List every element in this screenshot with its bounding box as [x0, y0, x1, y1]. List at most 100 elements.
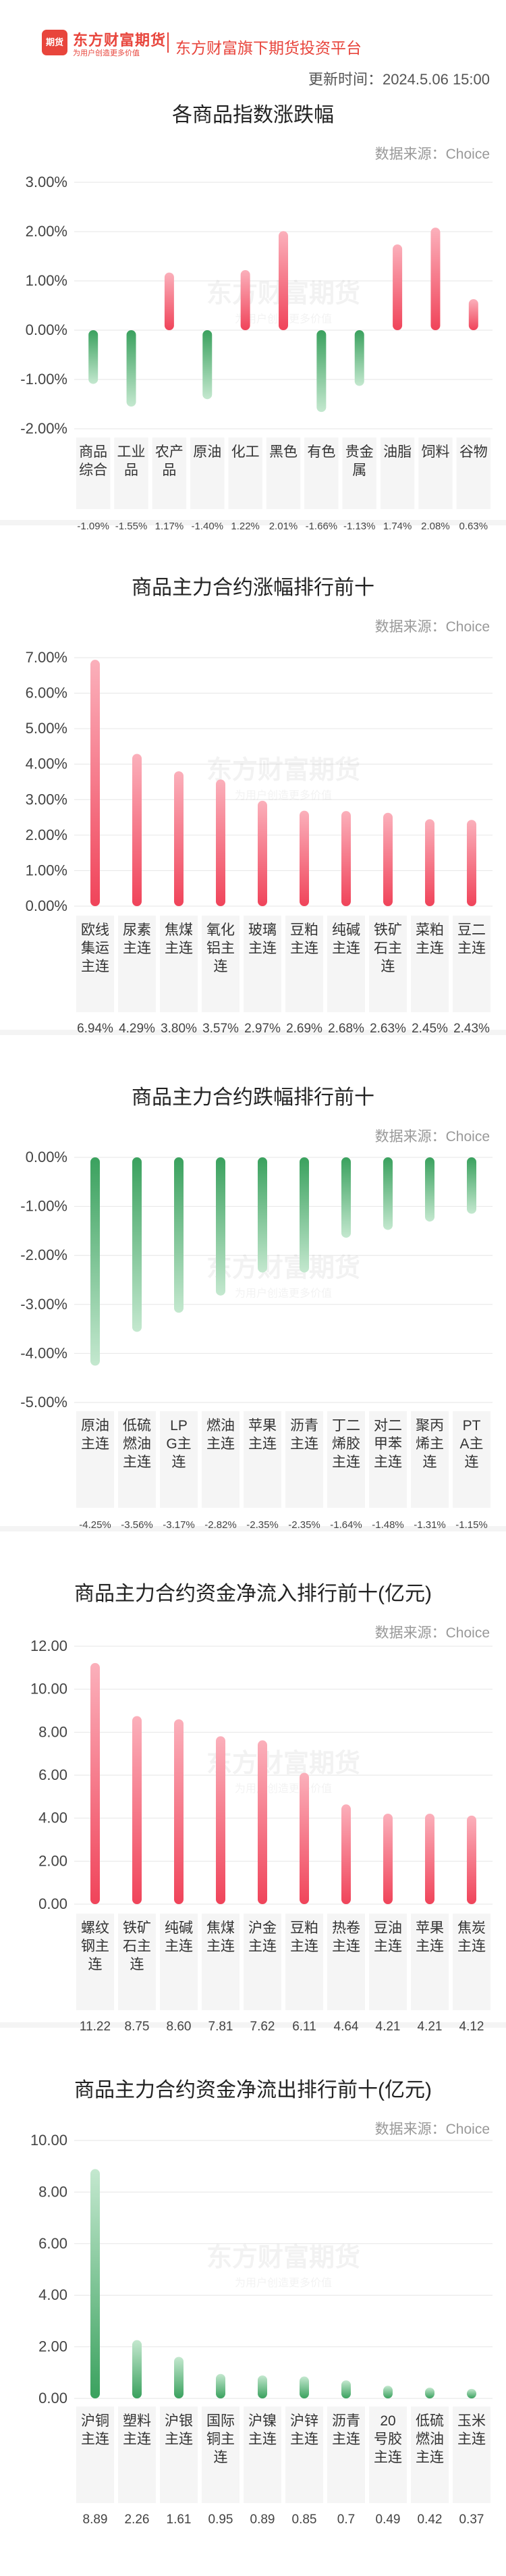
category-label: 谷物: [459, 444, 488, 460]
chart-source: 数据来源：Choice: [375, 2122, 490, 2137]
value-label: -1.13%: [343, 521, 376, 532]
value-label: -3.17%: [163, 1519, 195, 1531]
bar: [216, 1157, 225, 1296]
y-tick-label: 0.00: [38, 1895, 67, 1912]
category-label: 铁矿石主连: [123, 1920, 151, 1972]
section-divider: [0, 2022, 506, 2028]
category-label: 玉米主连: [457, 2413, 486, 2447]
value-label: 2.08%: [421, 521, 450, 532]
category-label: 沪铜主连: [81, 2413, 109, 2447]
category-label-box: [304, 438, 339, 509]
y-tick-label: 6.00: [38, 2235, 67, 2252]
bar: [216, 2373, 225, 2398]
chart-source: 数据来源：Choice: [375, 1625, 490, 1641]
category-label: 沥青主连: [290, 1418, 318, 1452]
category-label: 原油主连: [81, 1418, 109, 1452]
chart-5: 商品主力合约资金净流出排行前十(亿元) 数据来源：Choice 10.00 8.00 6…: [30, 2079, 493, 2527]
chart-title: 商品主力合约跌幅排行前十: [132, 1086, 374, 1109]
platform-name: 东方财富旗下期货投资平台: [175, 39, 362, 57]
category-label-box: [76, 2407, 114, 2503]
logo-slogan: 为用户创造更多价值: [73, 49, 140, 57]
category-label: 焦炭主连: [457, 1920, 486, 1954]
value-label: -2.82%: [204, 1519, 237, 1531]
watermark-logo: 东方财富期货: [206, 756, 360, 785]
y-tick-label: -2.00%: [20, 420, 67, 437]
category-label: 对二甲苯主连: [374, 1418, 402, 1470]
category-label: 尿素主连: [123, 922, 151, 956]
y-tick-label: 7.00%: [26, 649, 67, 666]
bar: [126, 330, 136, 407]
section-divider: [0, 1030, 506, 1035]
category-label-box: [76, 438, 111, 509]
category-label: 国际铜主连: [206, 2413, 235, 2465]
category-label: 菜粕主连: [416, 922, 444, 956]
category-label-box: [369, 1411, 407, 1508]
value-label: -1.15%: [455, 1519, 488, 1531]
bar: [467, 1815, 476, 1904]
category-label: LP G主连: [166, 1418, 191, 1470]
value-label: 6.11: [292, 2020, 316, 2034]
y-tick-label: 0.00%: [26, 321, 67, 338]
header: 期货 东方财富期货 为用户创造更多价值 东方财富旗下期货投资平台 更新时间：20…: [0, 0, 506, 88]
category-label-box: [76, 1411, 114, 1508]
y-tick-label: 3.00%: [26, 174, 67, 190]
category-label-box: [118, 2407, 156, 2503]
category-label: 原油: [193, 444, 221, 460]
value-label: 8.60: [167, 2020, 192, 2034]
category-label-box: [380, 438, 415, 509]
watermark-slogan: 为用户创造更多价值: [235, 2277, 332, 2289]
value-label: 4.64: [334, 2020, 359, 2034]
category-label-box: [327, 1411, 365, 1508]
category-label-box: [285, 2407, 323, 2503]
bar: [174, 771, 184, 906]
category-label-box: [327, 1914, 365, 2010]
value-label: 2.45%: [412, 1022, 448, 1036]
bar: [425, 1157, 434, 1222]
bar: [467, 2388, 476, 2398]
category-label: 焦煤主连: [206, 1920, 235, 1954]
value-label: -1.09%: [77, 521, 109, 532]
bar: [202, 330, 213, 400]
category-label: 油脂: [383, 444, 412, 460]
category-label-box: [244, 1411, 281, 1508]
watermark-slogan: 为用户创造更多价值: [235, 1783, 332, 1795]
bar: [132, 2340, 142, 2398]
value-label: 4.21: [418, 2020, 443, 2034]
category-label: 黑色: [269, 444, 298, 460]
bar: [132, 1716, 142, 1904]
bar: [174, 1719, 184, 1904]
value-label: 1.74%: [383, 521, 412, 532]
value-label: 0.89: [250, 2513, 275, 2527]
bar: [300, 1157, 309, 1273]
category-label-box: [327, 2407, 365, 2503]
category-label-box: [369, 1914, 407, 2010]
category-label: 苹果主连: [416, 1920, 444, 1954]
category-label-box: [244, 916, 281, 1012]
bar: [279, 231, 288, 330]
category-label: 沥青主连: [332, 2413, 360, 2447]
category-label: 工业品: [117, 444, 146, 478]
value-label: 2.01%: [269, 521, 298, 532]
category-label: 沪金主连: [248, 1920, 277, 1954]
category-label-box: [244, 2407, 281, 2503]
bar: [258, 2375, 267, 2398]
y-tick-label: 6.00%: [26, 685, 67, 702]
category-label: 纯碱主连: [165, 1920, 193, 1954]
bar: [258, 1157, 267, 1273]
watermark-logo: 东方财富期货: [206, 1254, 360, 1283]
bar: [300, 1772, 309, 1904]
category-label: 丁二烯胶主连: [332, 1418, 360, 1470]
section-divider: [0, 1526, 506, 1531]
category-label: 苹果主连: [248, 1418, 277, 1452]
category-label-box: [369, 916, 407, 1012]
value-label: 0.49: [376, 2513, 401, 2527]
category-label-box: [202, 2407, 240, 2503]
value-label: 6.94%: [77, 1022, 113, 1036]
category-label: 氧化铝主连: [206, 922, 235, 974]
value-label: -1.55%: [115, 521, 148, 532]
value-label: 0.63%: [459, 521, 488, 532]
category-label: 聚丙烯主连: [416, 1418, 444, 1470]
